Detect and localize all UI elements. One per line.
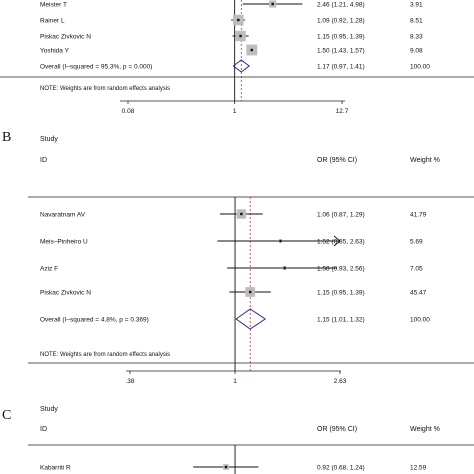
study-row: Meis–Pinheiro U 1.52 (0.85, 2.63) 5.69: [40, 235, 423, 247]
point-estimate: [271, 2, 274, 6]
point-estimate: [283, 266, 286, 270]
study-weight: 3.91: [410, 2, 423, 9]
panel-c-rows: Kabarriti R 0.92 (0.68, 1.24) 12.59: [40, 445, 427, 474]
overall-label: Overall (I–squared = 4.8%, p = 0.369): [40, 317, 149, 324]
study-label: Rainer L: [40, 18, 65, 25]
study-label: Piskac Zivkovic N: [40, 290, 91, 297]
panel-b-note: NOTE: Weights are from random effects an…: [40, 352, 170, 358]
axis-tick-label: 12.7: [336, 108, 349, 115]
axis-tick-label: 2.63: [334, 378, 347, 385]
point-estimate: [279, 239, 282, 243]
study-label: Meis–Pinheiro U: [40, 239, 88, 246]
overall-weight: 100.00: [410, 317, 430, 324]
study-label: Navaratnam AV: [40, 212, 86, 219]
study-or-ci: 2.46 (1.21, 4.98): [317, 2, 365, 9]
point-estimate: [237, 18, 240, 22]
study-row: Aziz F 1.58 (0.93, 2.56) 7.05: [40, 266, 423, 273]
axis-tick-label: 0.08: [122, 108, 135, 115]
overall-weight: 100.00: [410, 64, 430, 71]
study-label: Meister T: [40, 2, 67, 9]
panel-b-header-weight: Weight %: [410, 157, 440, 164]
study-label: Yoshida Y: [40, 48, 70, 55]
overall-label: Overall (I–squared = 95.3%, p = 0.000): [40, 64, 152, 71]
panel-b-rows: Navaratnam AV 1.06 (0.87, 1.29) 41.79 Meis–…: [40, 197, 430, 371]
panel-b: B Study ID OR (95% CI) Weight % Navaratn…: [2, 130, 474, 385]
study-label: Aziz F: [40, 266, 58, 273]
study-row: Meister T 2.46 (1.21, 4.98) 3.91: [40, 0, 423, 9]
ci-arrow: [333, 235, 341, 247]
panel-c-header-weight: Weight %: [410, 426, 440, 433]
panel-a: Meister T 2.46 (1.21, 4.98) 3.91 Rainer L 1.…: [0, 0, 474, 115]
axis-tick-label: 1: [233, 378, 237, 385]
study-label: Piskac Zivkovic N: [40, 34, 91, 41]
study-or-ci: 1.09 (0.92, 1.28): [317, 18, 365, 25]
study-or-ci: 1.58 (0.93, 2.56): [317, 266, 365, 273]
study-weight: 5.69: [410, 239, 423, 246]
point-estimate: [250, 48, 253, 52]
study-row: Rainer L 1.09 (0.92, 1.28) 8.51: [40, 14, 423, 26]
pooled-diamond: [232, 59, 251, 73]
axis-tick-label: .38: [125, 378, 134, 385]
study-row: Piskac Zivkovic N 1.15 (0.95, 1.39) 45.47: [40, 287, 427, 297]
panel-b-axis-ticks: .38 1 2.63: [125, 371, 347, 385]
panel-c: C Study ID OR (95% CI) Weight % Kabarrit…: [2, 406, 474, 474]
panel-b-letter: B: [2, 130, 11, 145]
point-estimate: [249, 290, 252, 294]
point-estimate: [239, 34, 242, 38]
study-or-ci: 1.15 (0.95, 1.39): [317, 34, 365, 41]
study-or-ci: 1.50 (1.43, 1.57): [317, 48, 365, 55]
study-or-ci: 1.06 (0.87, 1.29): [317, 212, 365, 219]
panel-c-header-study: Study: [40, 406, 58, 413]
study-weight: 7.05: [410, 266, 423, 273]
panel-a-axis-ticks: 0.08 1 12.7: [122, 101, 349, 115]
overall-or-ci: 1.15 (1.01, 1.32): [317, 317, 365, 324]
study-row: Navaratnam AV 1.06 (0.87, 1.29) 41.79: [40, 209, 427, 219]
study-label: Kabarriti R: [40, 465, 71, 472]
axis-tick-label: 1: [233, 108, 237, 115]
study-row: Yoshida Y 1.50 (1.43, 1.57) 9.08: [40, 44, 423, 56]
overall-row: Overall (I–squared = 95.3%, p = 0.000) 1.…: [40, 59, 430, 73]
study-weight: 12.59: [410, 465, 427, 472]
study-weight: 8.51: [410, 18, 423, 25]
panel-b-header-study: Study: [40, 136, 58, 143]
pooled-diamond: [235, 308, 267, 330]
study-weight: 9.08: [410, 48, 423, 55]
overall-or-ci: 1.17 (0.97, 1.41): [317, 64, 365, 71]
study-or-ci: 1.52 (0.85, 2.63): [317, 239, 365, 246]
study-row: Piskac Zivkovic N 1.15 (0.95, 1.39) 8.33: [40, 30, 423, 42]
study-or-ci: 0.92 (0.68, 1.24): [317, 465, 365, 472]
point-estimate: [240, 212, 243, 216]
study-row: Kabarriti R 0.92 (0.68, 1.24) 12.59: [40, 464, 427, 472]
panel-c-header-id: ID: [40, 426, 47, 433]
panel-c-letter: C: [2, 408, 11, 423]
panel-b-header-id: ID: [40, 157, 47, 164]
panel-c-header-or: OR (95% CI): [317, 426, 357, 433]
point-estimate: [224, 465, 228, 469]
study-or-ci: 1.15 (0.95, 1.39): [317, 290, 365, 297]
panel-b-header-or: OR (95% CI): [317, 157, 357, 164]
study-weight: 41.79: [410, 212, 427, 219]
panel-a-note: NOTE: Weights are from random effects an…: [40, 86, 170, 92]
study-weight: 45.47: [410, 290, 427, 297]
panel-a-rows: Meister T 2.46 (1.21, 4.98) 3.91 Rainer L 1.…: [40, 0, 430, 101]
overall-row: Overall (I–squared = 4.8%, p = 0.369) 1.1…: [40, 308, 430, 330]
study-weight: 8.33: [410, 34, 423, 41]
